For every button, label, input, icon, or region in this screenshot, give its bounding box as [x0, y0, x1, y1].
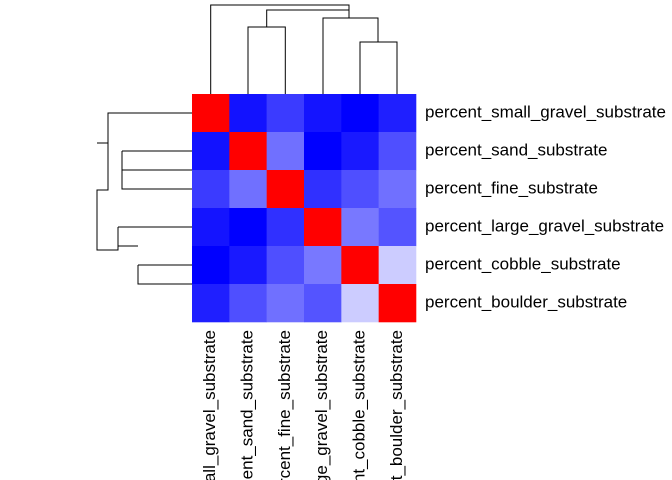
heatmap-cell: [266, 246, 305, 285]
heatmap-cell: [266, 94, 305, 133]
heatmap-cell: [192, 208, 230, 247]
column-label: percent_small_gravel_substrate: [200, 330, 219, 480]
row-label: percent_boulder_substrate: [425, 292, 627, 311]
heatmap-cell: [341, 208, 379, 247]
heatmap-cell: [266, 284, 305, 323]
heatmap-cell: [229, 246, 267, 285]
heatmap-cell: [304, 208, 342, 247]
heatmap-cell: [192, 284, 230, 323]
heatmap-cell: [192, 132, 230, 171]
heatmap-cell: [229, 94, 267, 133]
heatmap-cell: [378, 132, 417, 171]
column-label: percent_cobble_substrate: [349, 330, 368, 480]
heatmap-cell: [341, 284, 379, 323]
heatmap-cell: [229, 208, 267, 247]
heatmap-cell: [378, 284, 417, 323]
heatmap-cell: [378, 246, 417, 285]
heatmap-cell: [304, 246, 342, 285]
heatmap-cell: [341, 132, 379, 171]
row-label: percent_large_gravel_substrate: [425, 216, 664, 235]
heatmap-cell: [229, 284, 267, 323]
heatmap-cell: [266, 132, 305, 171]
heatmap-cell: [304, 170, 342, 209]
heatmap-cell: [378, 170, 417, 209]
row-label: percent_small_gravel_substrate: [425, 102, 666, 121]
heatmap-cell: [266, 170, 305, 209]
heatmap-cell: [192, 170, 230, 209]
heatmap-cell: [266, 208, 305, 247]
heatmap-cell: [304, 94, 342, 133]
column-label: percent_boulder_substrate: [387, 330, 406, 480]
row-label: percent_sand_substrate: [425, 140, 607, 159]
heatmap-cell: [341, 94, 379, 133]
heatmap-cell: [229, 132, 267, 171]
heatmap-cell: [192, 94, 230, 133]
heatmap-cell: [378, 208, 417, 247]
row-label: percent_fine_substrate: [425, 178, 598, 197]
column-label: percent_sand_substrate: [237, 330, 256, 480]
row-dendrogram: [96, 112, 192, 285]
column-label: percent_large_gravel_substrate: [312, 330, 331, 480]
heatmap-cell: [341, 170, 379, 209]
heatmap-cell: [304, 284, 342, 323]
heatmap-cell: [229, 170, 267, 209]
column-dendrogram: [210, 4, 398, 94]
heatmap-cell: [378, 94, 417, 133]
heatmap-cell: [341, 246, 379, 285]
heatmap-cell: [304, 132, 342, 171]
row-label: percent_cobble_substrate: [425, 254, 621, 273]
heatmap-cell: [192, 246, 230, 285]
column-label: percent_fine_substrate: [275, 330, 294, 480]
